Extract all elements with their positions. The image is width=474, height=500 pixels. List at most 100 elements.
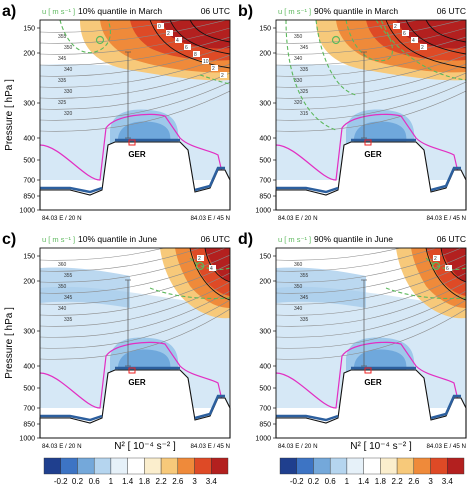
wind-label-bg <box>411 37 418 43</box>
isentrope-line <box>40 90 230 132</box>
ytick-label: 200 <box>23 51 35 58</box>
isentrope-line <box>276 290 466 338</box>
isentrope-label: 320 <box>294 100 303 106</box>
isentrope-line <box>40 281 230 327</box>
isentrope-line <box>40 272 230 316</box>
ytick-label: 700 <box>259 406 271 413</box>
terrain-edge-stable <box>276 186 339 194</box>
isentrope-label: 355 <box>58 34 67 40</box>
isentrope-line <box>276 299 466 349</box>
ytick-label: 500 <box>259 158 271 165</box>
wind-contour <box>425 247 467 301</box>
plot-frame <box>39 19 231 211</box>
xlabel-right: 84.03 E / 45 N <box>190 215 230 222</box>
terrain-label: GER <box>128 378 146 387</box>
colorbar-tick-label: 1.8 <box>139 477 151 486</box>
terrain-edge-stable-n <box>194 166 225 192</box>
boundary-layer-line <box>39 341 231 419</box>
ytick-label: 1000 <box>255 208 271 215</box>
ytick-label: 850 <box>23 422 35 429</box>
colorbar-tick-label: 2.2 <box>392 477 404 486</box>
xlabel-left: 84.03 E / 20 N <box>278 443 318 450</box>
isentrope-label: 340 <box>294 306 303 312</box>
ytick-label: 400 <box>259 364 271 371</box>
colorbar-swatch <box>144 457 162 475</box>
isentrope-line <box>276 254 466 294</box>
wind-unit-label: u [ m s⁻¹ ] <box>42 235 75 244</box>
isentrope-line <box>40 72 230 110</box>
wind-label-bg <box>211 65 218 71</box>
plot-frame <box>39 247 231 439</box>
colorbar-tick-label: 2.6 <box>408 477 420 486</box>
terrain-label: GER <box>364 378 382 387</box>
panel-label: d) <box>238 231 253 248</box>
isentrope-line <box>40 20 228 44</box>
isentrope-line <box>40 63 230 99</box>
wind-label-bg <box>157 23 164 29</box>
wind-dash <box>149 287 231 300</box>
wind-label: 2 <box>421 45 424 51</box>
wind-label: 4 <box>412 38 415 44</box>
easterly-contours <box>285 19 467 131</box>
isentrope-label: 345 <box>300 295 309 301</box>
plot-frame <box>275 19 467 211</box>
isentrope-label: 360 <box>58 262 67 268</box>
isentrope-line <box>276 248 437 272</box>
colorbar-swatch <box>447 457 465 475</box>
wind-label-bg <box>197 255 204 261</box>
wind-contours <box>385 19 467 69</box>
isentrope-label: 345 <box>300 45 309 51</box>
easterly-contours <box>385 257 467 300</box>
wind-label: 6 <box>403 31 406 37</box>
isentrope-label: 335 <box>300 67 309 73</box>
colorbar-tick-label: 1.4 <box>358 477 370 486</box>
isentrope-label: 350 <box>58 284 67 290</box>
ytick-label: 850 <box>259 422 271 429</box>
ytick-label: 150 <box>23 254 35 261</box>
wind-dash <box>285 19 337 131</box>
upper-blue-patch <box>40 267 130 308</box>
x-axis-label: N² [ 10⁻⁴ s⁻² ] <box>114 441 176 452</box>
colorbar-swatch <box>346 457 364 475</box>
colorbar-swatch <box>313 457 331 475</box>
jet-band-4 <box>205 248 230 282</box>
isentrope-line <box>40 36 230 66</box>
colorbar-1: -0.2 0.2 0.6 1 1.4 1.8 2.2 2.6 3 3.4 <box>43 457 229 486</box>
xlabel-right: 84.03 E / 45 N <box>426 215 466 222</box>
panel-a: 355350345340335330325320024681022GER1502… <box>2 3 231 222</box>
ytick-label: 500 <box>23 158 35 165</box>
wind-unit-label: u [ m s⁻¹ ] <box>278 235 311 244</box>
colorbar-swatch <box>329 457 348 475</box>
colorbar-tick-label: 1 <box>109 477 114 486</box>
xlabel-left: 84.03 E / 20 N <box>42 215 82 222</box>
colorbar-tick-label: -0.2 <box>54 477 68 486</box>
wind-minimum-marker <box>431 261 441 271</box>
ytick-label: 700 <box>23 406 35 413</box>
isentrope-line <box>276 308 466 360</box>
isentrope-label: 350 <box>294 284 303 290</box>
colorbar-tick-label: 0.2 <box>72 477 84 486</box>
isentrope-line <box>276 90 466 132</box>
isentrope-label: 360 <box>294 262 303 268</box>
colorbar-swatch <box>396 457 415 475</box>
wind-dash <box>425 257 467 271</box>
isentrope-line <box>276 20 464 44</box>
isentrope-line <box>40 248 226 283</box>
wind-dash <box>385 287 467 300</box>
boundary-layer-line <box>275 113 467 191</box>
isentrope-label: 345 <box>58 56 67 62</box>
isentrope-label: 340 <box>58 306 67 312</box>
isentrope-line <box>276 36 466 66</box>
panel-title: 90% quantile in June <box>314 234 393 244</box>
isentrope-line <box>276 63 466 99</box>
colorbar-tick-label: 1 <box>345 477 350 486</box>
colorbar-tick-label: 3.4 <box>206 477 218 486</box>
wind-label: 10 <box>203 59 209 65</box>
isentrope-label: 340 <box>64 67 73 73</box>
colorbar-swatch <box>413 457 431 475</box>
isentrope-line <box>40 263 230 305</box>
wind-label: 6 <box>446 266 449 272</box>
isentrope-label: 330 <box>294 78 303 84</box>
colorbar-swatch <box>380 457 398 475</box>
ytick-label: 300 <box>23 101 35 108</box>
